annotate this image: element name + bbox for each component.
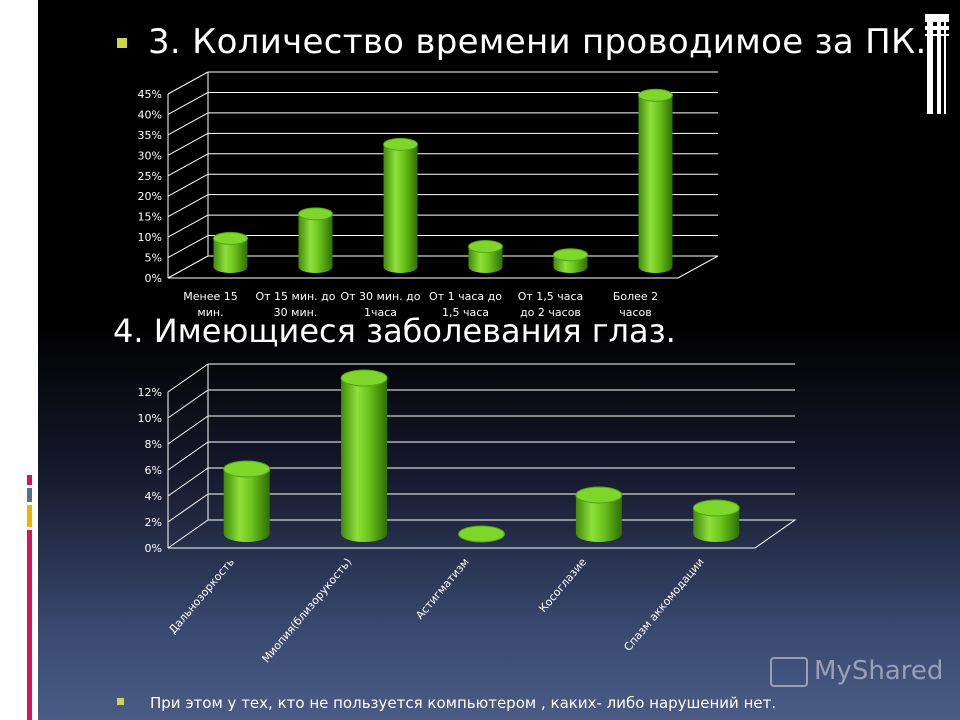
bar-top — [223, 460, 271, 478]
y-tick-label: 15% — [138, 211, 162, 224]
slide-title-eye-diseases: 4. Имеющиеся заболевания глаз. — [113, 312, 676, 350]
bar — [298, 213, 333, 273]
grid-line — [167, 92, 209, 115]
watermark-logo: MyShared — [770, 656, 943, 687]
grid-line — [167, 132, 209, 156]
grid-line — [167, 153, 209, 177]
x-tick-label: до 2 часов — [520, 306, 581, 319]
y-tick-label: 45% — [138, 88, 162, 101]
bar-top — [638, 88, 673, 102]
x-tick-label: От 30 мин. до — [340, 290, 420, 303]
y-tick-label: 6% — [145, 464, 162, 477]
y-tick-label: 8% — [145, 438, 162, 451]
bar-top — [340, 369, 388, 387]
grid-line — [167, 173, 209, 197]
grid-line — [167, 214, 209, 238]
left-margin-strip — [0, 0, 38, 720]
y-tick-label: 0% — [145, 272, 162, 285]
bar-top — [575, 486, 623, 504]
x-tick-label: Дальнозоркость — [166, 556, 237, 637]
x-tick-label: От 1 часа до — [429, 290, 502, 303]
y-tick-label: 30% — [138, 149, 162, 162]
grid-line — [167, 235, 209, 258]
y-tick-label: 0% — [145, 542, 162, 555]
grid-line — [167, 255, 209, 279]
x-tick-label: От 1,5 часа — [518, 290, 584, 303]
bar — [638, 95, 673, 273]
title1-bullet — [117, 38, 127, 48]
x-tick-label: Спазм аккомодации — [621, 556, 706, 654]
bar — [213, 238, 248, 273]
y-tick-label: 20% — [138, 190, 162, 203]
y-tick-label: 40% — [138, 108, 162, 121]
x-tick-label: Косоглазие — [536, 555, 589, 615]
grid-line — [167, 415, 209, 445]
bar-top — [553, 248, 588, 262]
bar — [341, 378, 388, 542]
footnote-text: При этом у тех, кто не пользуется компью… — [150, 694, 777, 712]
x-tick-label: мин. — [197, 306, 223, 319]
x-tick-label: Астигматизм — [413, 556, 472, 622]
x-tick-label: 30 мин. — [274, 306, 318, 319]
y-tick-label: 10% — [138, 231, 162, 244]
bar — [223, 469, 270, 542]
bar-top — [468, 240, 503, 254]
x-tick-label: Менее 15 — [183, 290, 237, 303]
bar — [575, 495, 622, 542]
grid-line — [167, 441, 209, 471]
grid-line — [167, 519, 209, 549]
x-tick-label: Более 2 — [613, 290, 658, 303]
bar-top — [383, 137, 418, 151]
grid-line — [167, 389, 209, 419]
bar — [468, 246, 503, 273]
slide-title-time-at-pc: 3. Количество времени проводимое за ПК. — [148, 22, 927, 62]
floor — [168, 519, 797, 549]
grid-line — [167, 112, 209, 136]
chart-eye-diseases: 0% 2% 4% 6% 8% 10% 12% Дальнозоркость Миопия(бли… — [138, 363, 797, 666]
x-tick-label: 1,5 часа — [442, 306, 489, 319]
logo-icon — [770, 656, 808, 687]
chart-time-at-pc: 0% 5% 10% 15% 20% 25% 30% 35% 40% 45% Менее 15 мин.… — [138, 71, 719, 319]
x-tick-label: часов — [619, 306, 652, 319]
y-tick-label: 12% — [138, 386, 162, 399]
grid-line — [167, 363, 209, 393]
y-tick-label: 35% — [138, 129, 162, 142]
y-tick-label: 2% — [145, 516, 162, 529]
grid-line — [167, 194, 209, 218]
bar-top — [298, 207, 333, 221]
y-tick-label: 4% — [145, 490, 162, 503]
x-tick-label: От 15 мин. до — [255, 290, 335, 303]
y-tick-label: 10% — [138, 412, 162, 425]
bar-top — [213, 231, 248, 245]
floor — [168, 255, 719, 279]
x-tick-label: 1часа — [364, 306, 397, 319]
bar — [693, 508, 740, 542]
logo-text: MyShared — [814, 656, 944, 686]
grid-line — [167, 71, 209, 95]
grid-line — [167, 467, 209, 497]
y-tick-label: 25% — [138, 170, 162, 183]
bar-top — [458, 525, 505, 543]
bar-top — [692, 499, 740, 517]
bar — [383, 144, 418, 273]
grid-line — [167, 493, 209, 523]
x-tick-label: Миопия(близорукость) — [259, 556, 354, 666]
y-tick-label: 5% — [145, 252, 162, 265]
note-bullet — [117, 698, 124, 705]
